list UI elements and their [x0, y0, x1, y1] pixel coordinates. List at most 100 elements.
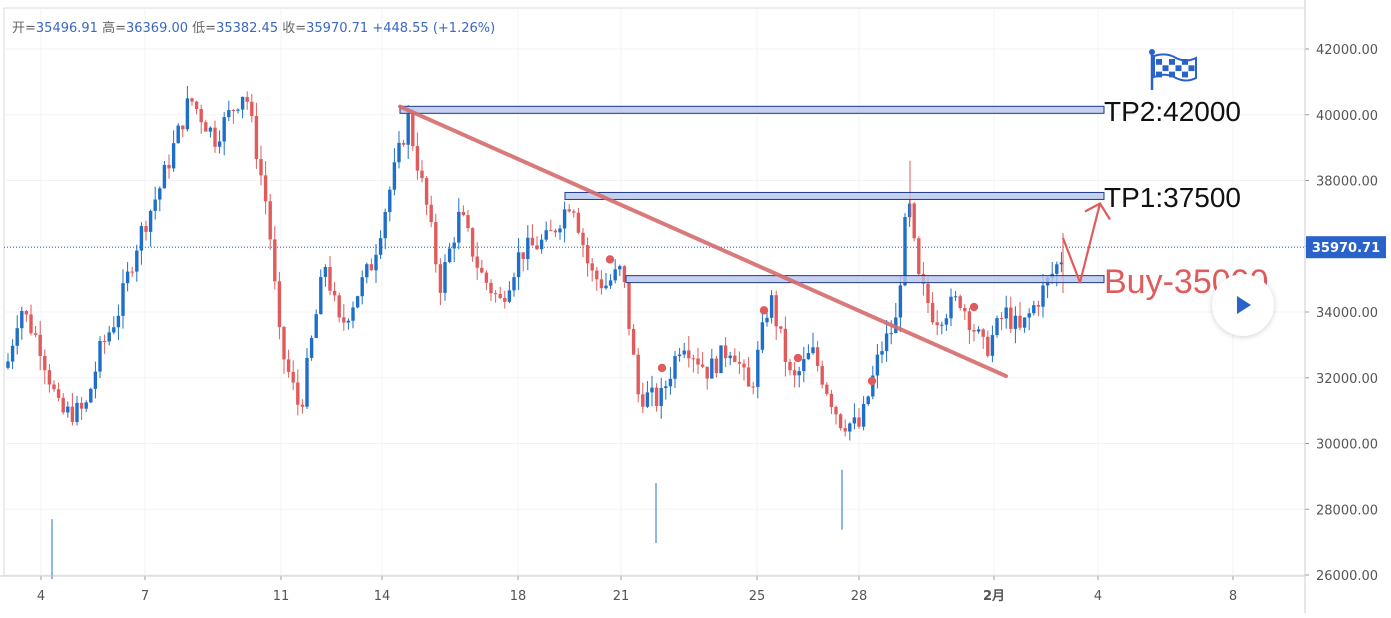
candle-body [466, 215, 470, 229]
candle-body [1041, 285, 1045, 307]
change-value: +448.55 [372, 21, 429, 36]
candle-body [116, 315, 121, 328]
candle-body [696, 358, 700, 365]
candle-body [728, 355, 732, 359]
play-button[interactable] [1212, 274, 1274, 336]
level-box [399, 105, 1105, 114]
candle-body [360, 277, 364, 297]
candle-body [282, 327, 286, 360]
candle-body [438, 264, 443, 293]
candle-body [526, 237, 530, 259]
candle-body [535, 245, 539, 250]
open-value: 35496.91 [35, 21, 98, 36]
candle-body [613, 269, 617, 281]
candle-body [411, 113, 415, 147]
high-value: 36369.00 [125, 21, 189, 36]
signal-dot [793, 353, 803, 363]
candle-body [236, 109, 240, 111]
candle-body [489, 282, 493, 294]
candle-body [351, 307, 355, 321]
trendline[interactable] [398, 104, 1111, 379]
candle-body [627, 282, 631, 329]
candle-body [457, 211, 461, 243]
y-tick-label: 34000.00 [1316, 306, 1378, 321]
candle-body [162, 164, 167, 189]
candle-body [912, 203, 916, 239]
candle-body [98, 340, 102, 372]
candle-body [401, 142, 406, 145]
candle-body [958, 296, 962, 308]
candle-body [765, 317, 769, 323]
candle-body [199, 108, 203, 123]
grid [3, 7, 1306, 577]
candle-body [884, 333, 889, 352]
candle-body [544, 230, 548, 240]
candle-body [392, 162, 397, 190]
candle-body [305, 357, 309, 407]
candle-body [158, 188, 162, 200]
candle-body [415, 146, 420, 171]
candle-body [245, 96, 249, 102]
candle-body [852, 417, 857, 424]
candle-body [319, 276, 323, 315]
candle-body [820, 365, 824, 385]
candle-body [723, 345, 728, 359]
candle-body [622, 266, 627, 283]
candle-body [378, 238, 383, 255]
candle-body [967, 311, 972, 331]
candle-body [10, 345, 15, 362]
candle-body [512, 277, 516, 291]
candle-body [346, 320, 351, 323]
level-label: TP2:42000 [1104, 96, 1241, 127]
x-tick-label: 21 [613, 589, 630, 604]
candle-body [222, 117, 226, 142]
candle-body [742, 363, 746, 368]
candle-body [75, 402, 79, 422]
candle-body [153, 199, 157, 211]
candle-body [645, 392, 650, 407]
candle-body [406, 113, 410, 145]
flag-check [1188, 65, 1195, 72]
candle-body [291, 371, 295, 383]
checkered-flag-icon[interactable] [1149, 49, 1197, 90]
candle-body [1059, 262, 1064, 265]
level-label: TP1:37500 [1104, 182, 1241, 213]
candle-body [866, 396, 870, 405]
candle-body [194, 101, 199, 109]
last-price-label: 35970.71 [1312, 241, 1380, 256]
y-tick-label: 42000.00 [1316, 43, 1378, 58]
candle-body [549, 230, 553, 232]
candle-body [498, 294, 502, 298]
x-tick-label: 8 [1229, 589, 1237, 604]
candle-body [29, 314, 33, 334]
candle-body [917, 238, 921, 275]
candle-body [102, 340, 107, 342]
candle-body [558, 228, 562, 233]
candle-body [254, 116, 259, 160]
candle-body [802, 359, 806, 372]
x-tick-label: 14 [374, 589, 391, 604]
candle-body [834, 406, 838, 415]
candle-body [273, 239, 277, 282]
candle-body [503, 297, 507, 302]
candle-body [539, 239, 544, 250]
candle-body [342, 317, 346, 323]
candle-body [567, 209, 571, 212]
ohlc-legend: 开=35496.91 高=36369.00 低=35382.45 收=35970… [12, 17, 495, 36]
candle-body [66, 406, 70, 413]
x-tick-label: 18 [510, 589, 527, 604]
candle-body [935, 322, 939, 326]
x-tick-label: 4 [1094, 589, 1102, 604]
candle-body [447, 248, 452, 263]
candle-body [700, 364, 705, 367]
candle-body [530, 237, 535, 246]
candle-body [553, 230, 558, 233]
candle-body [673, 356, 677, 379]
candle-body [705, 366, 709, 379]
candle-body [581, 232, 585, 246]
signal-dot [605, 255, 615, 264]
candle-body [374, 254, 378, 271]
